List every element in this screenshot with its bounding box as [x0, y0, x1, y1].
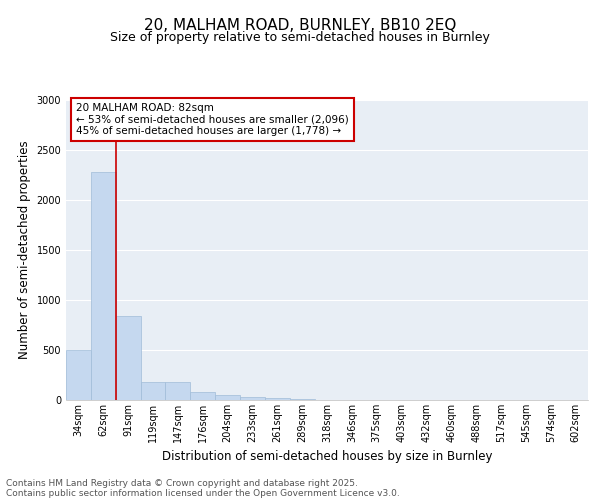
Y-axis label: Number of semi-detached properties: Number of semi-detached properties: [18, 140, 31, 360]
Text: Size of property relative to semi-detached houses in Burnley: Size of property relative to semi-detach…: [110, 31, 490, 44]
Bar: [190, 392, 215, 400]
Bar: [91, 172, 116, 400]
Bar: [290, 399, 314, 400]
Bar: [166, 382, 190, 400]
Bar: [265, 398, 290, 400]
Text: Contains public sector information licensed under the Open Government Licence v3: Contains public sector information licen…: [6, 488, 400, 498]
Bar: [240, 397, 265, 400]
Bar: [66, 350, 91, 400]
Text: 20, MALHAM ROAD, BURNLEY, BB10 2EQ: 20, MALHAM ROAD, BURNLEY, BB10 2EQ: [144, 18, 456, 32]
Bar: [140, 382, 166, 400]
Bar: [215, 395, 240, 400]
Text: Contains HM Land Registry data © Crown copyright and database right 2025.: Contains HM Land Registry data © Crown c…: [6, 478, 358, 488]
Text: 20 MALHAM ROAD: 82sqm
← 53% of semi-detached houses are smaller (2,096)
45% of s: 20 MALHAM ROAD: 82sqm ← 53% of semi-deta…: [76, 103, 349, 136]
X-axis label: Distribution of semi-detached houses by size in Burnley: Distribution of semi-detached houses by …: [162, 450, 492, 464]
Bar: [116, 316, 140, 400]
